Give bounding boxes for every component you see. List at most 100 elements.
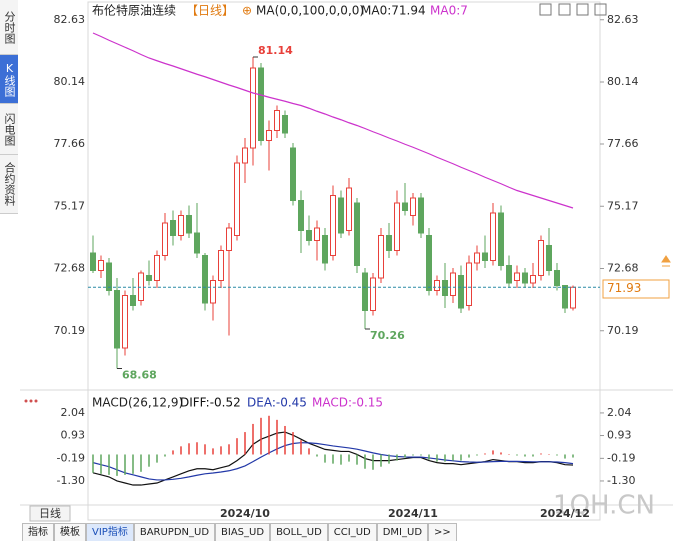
candle-body: [178, 215, 184, 236]
macd-bar: [420, 454, 422, 456]
candle-body: [514, 272, 520, 281]
macd-title: MACD(26,12,9): [92, 396, 183, 410]
macd-bar: [404, 454, 406, 458]
legend-entry: DIFF:-0.52: [180, 396, 241, 410]
macd-bar: [340, 454, 342, 465]
alert-icon[interactable]: [661, 255, 671, 267]
candle-body: [362, 272, 368, 311]
macd-bar: [364, 454, 366, 469]
macd-bar: [244, 432, 246, 455]
x-tick-label: 2024/10: [220, 507, 270, 520]
y-tick-label: 80.14: [54, 75, 86, 88]
candle-body: [570, 286, 576, 309]
macd-bar: [572, 454, 574, 458]
candle-body: [562, 285, 568, 309]
tab[interactable]: BARUPDN_UD: [133, 523, 216, 541]
macd-bar: [332, 454, 334, 464]
candle-body: [130, 295, 136, 306]
y-tick-label: 77.66: [607, 137, 639, 150]
macd-bar: [180, 446, 182, 455]
macd-bar: [148, 454, 150, 467]
candle-body: [314, 227, 320, 241]
macd-bar: [260, 417, 262, 455]
candle-body: [402, 202, 408, 211]
macd-bar: [308, 448, 310, 455]
legend-entry: MA0:71.94: [361, 4, 426, 18]
candle-body: [458, 275, 464, 309]
tab[interactable]: CCI_UD: [327, 523, 377, 541]
candle-body: [202, 255, 208, 304]
indicator-tabs: 指标 模板 VIP指标 BARUPDN_UD BIAS_UD BOLL_UD C…: [22, 523, 457, 541]
candle-body: [426, 235, 432, 291]
sidebar-tab[interactable]: K线图: [0, 55, 18, 104]
x-tick-label: 2024/12: [540, 507, 590, 520]
watermark: 1QH.CN: [553, 491, 655, 521]
extreme-label: 70.26: [370, 329, 405, 342]
candle-body: [266, 130, 272, 141]
macd-bar: [132, 454, 134, 474]
y-tick-label: 0.93: [607, 429, 632, 442]
macd-bar: [284, 425, 286, 455]
period-label[interactable]: 日线: [39, 506, 61, 520]
macd-bar: [508, 454, 510, 455]
macd-bar: [444, 454, 446, 462]
macd-bar: [196, 442, 198, 455]
candle-body: [234, 162, 240, 236]
candle-body: [122, 295, 128, 349]
period-box[interactable]: [29, 505, 71, 522]
macd-bar: [460, 454, 462, 461]
candle-body: [482, 252, 488, 261]
y-tick-label: 72.68: [607, 262, 639, 275]
sidebar-tab[interactable]: 分时图: [0, 0, 18, 55]
tab[interactable]: BIAS_UD: [215, 523, 271, 541]
macd-bar: [100, 454, 102, 474]
macd-bar: [204, 444, 206, 455]
candle-body: [522, 272, 528, 284]
tab[interactable]: >>: [428, 523, 457, 541]
sidebar-tab[interactable]: 合约资料: [0, 155, 18, 214]
macd-bar: [116, 454, 118, 476]
y-tick-label: 70.19: [607, 324, 639, 337]
candle-body: [106, 262, 112, 291]
tab[interactable]: 模板: [54, 523, 86, 541]
y-tick-label: 80.14: [607, 75, 639, 88]
candle-body: [394, 202, 400, 251]
add-icon[interactable]: ⊕: [242, 4, 252, 18]
candle-body: [450, 272, 456, 296]
macd-bar: [428, 454, 430, 460]
candle-body: [370, 277, 376, 311]
macd-bar: [396, 454, 398, 461]
tab[interactable]: DMI_UD: [376, 523, 429, 541]
legend-entry: MACD:-0.15: [312, 396, 383, 410]
tab[interactable]: BOLL_UD: [270, 523, 328, 541]
candle-body: [322, 235, 328, 264]
panel-icon[interactable]: [24, 399, 38, 403]
y-tick-label: -0.19: [57, 451, 85, 464]
extreme-label: 68.68: [122, 369, 157, 382]
macd-bar: [140, 454, 142, 472]
macd-bar: [348, 454, 350, 462]
toolbar-icons[interactable]: [539, 3, 607, 16]
candle-body: [498, 212, 504, 266]
period[interactable]: 【日线】: [186, 4, 234, 18]
candle-body: [162, 222, 168, 256]
macd-bar: [300, 440, 302, 455]
tab[interactable]: VIP指标: [86, 523, 134, 541]
candle-body: [306, 230, 312, 241]
tab[interactable]: 指标: [22, 523, 54, 541]
macd-bar: [412, 454, 414, 456]
macd-bar: [476, 454, 478, 456]
macd-bar: [108, 454, 110, 475]
candle-body: [338, 197, 344, 234]
macd-bar: [164, 454, 166, 457]
candle-body: [226, 227, 232, 251]
candle-body: [114, 290, 120, 349]
macd-bar: [556, 454, 558, 456]
macd-bar: [500, 452, 502, 455]
macd-bar: [372, 454, 374, 470]
macd-bar: [540, 453, 542, 455]
candle-body: [170, 220, 176, 236]
candle-body: [282, 115, 288, 134]
sidebar-tab[interactable]: 闪电图: [0, 104, 18, 155]
macd-bar: [252, 423, 254, 455]
